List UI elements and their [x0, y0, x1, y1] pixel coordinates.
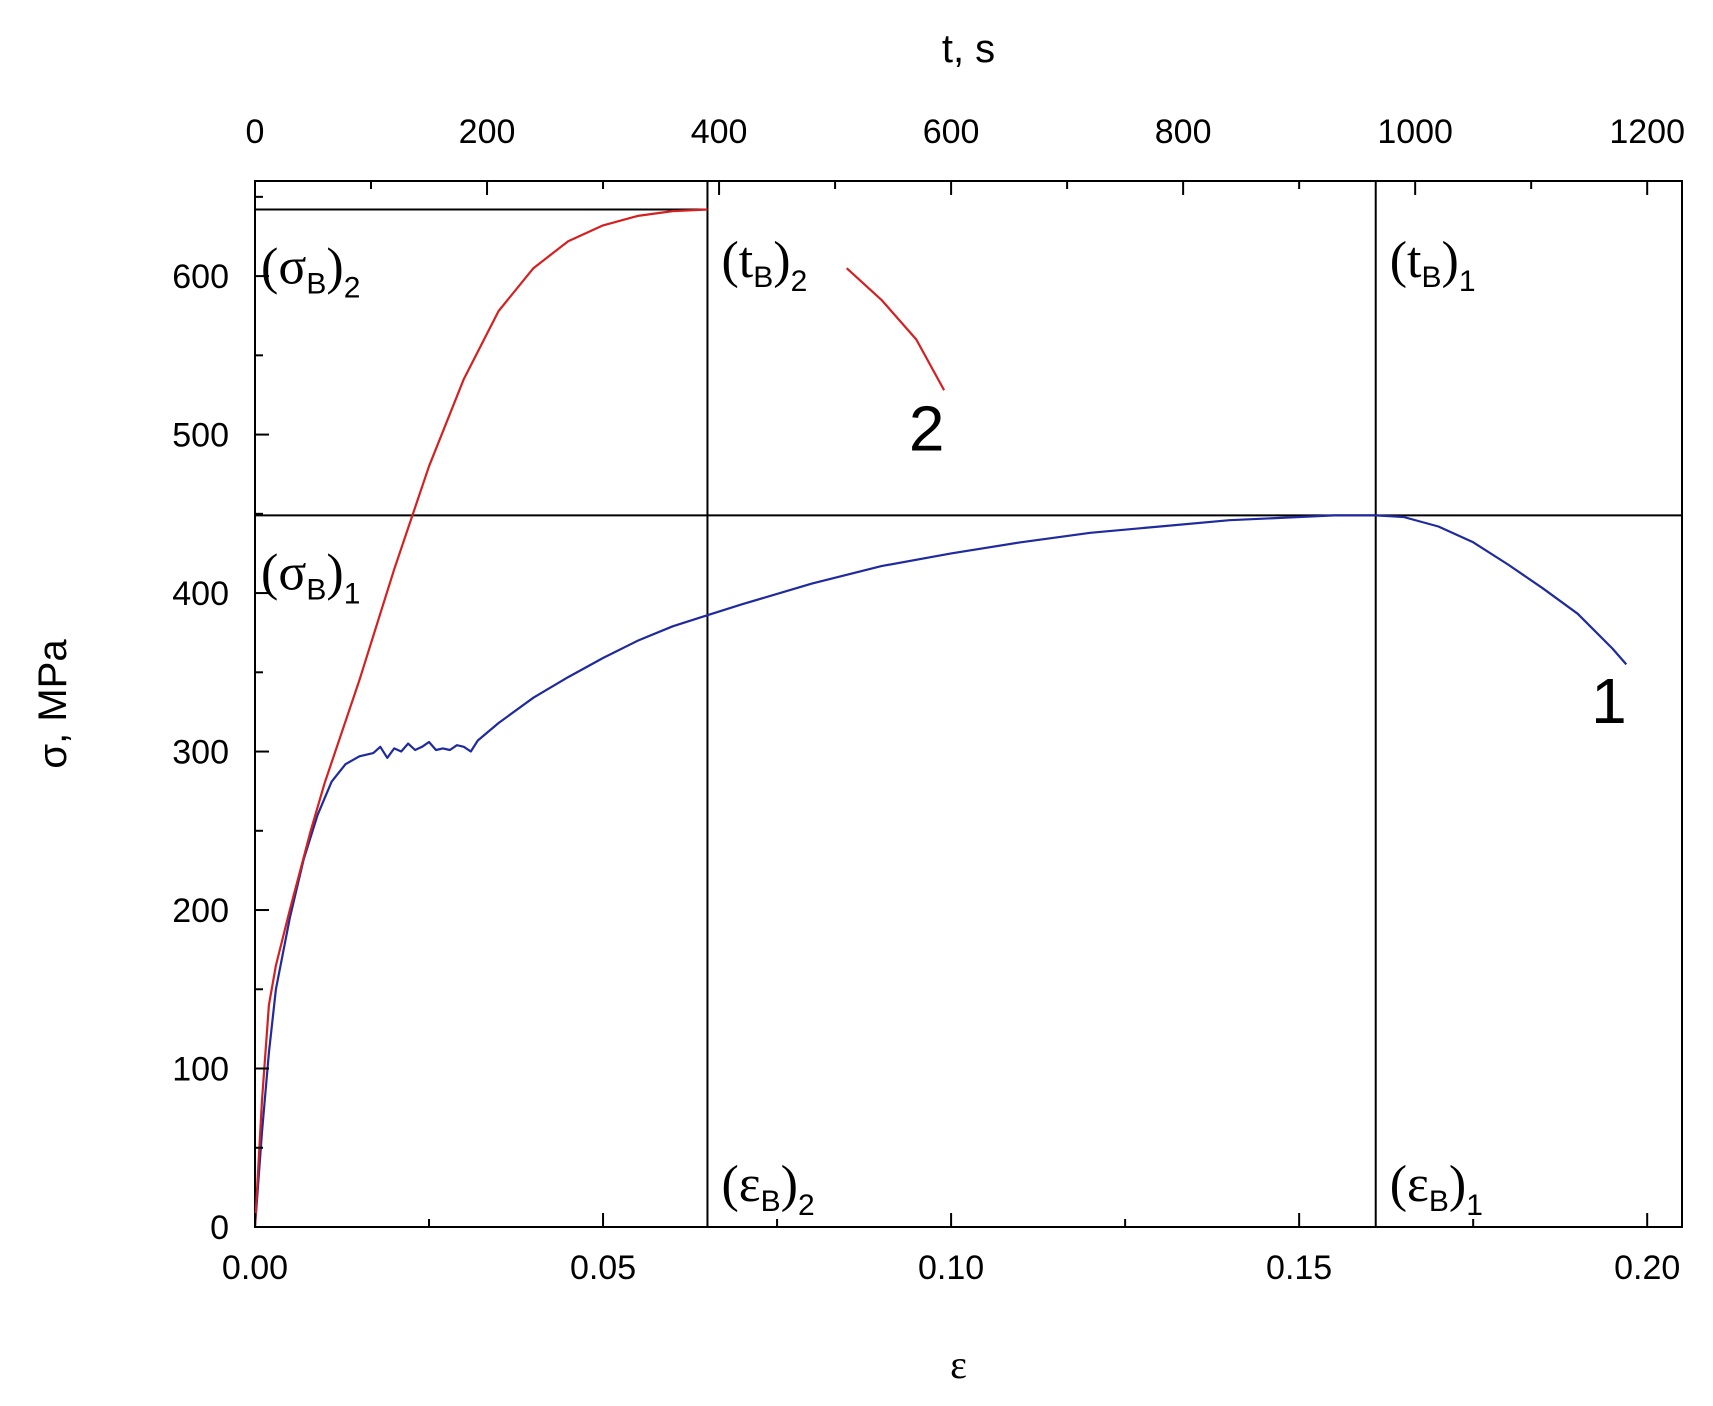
y-tick-label: 600 [172, 258, 229, 296]
x-tick-label: 0.10 [918, 1249, 984, 1287]
sigma-b-1-label: (σB)1 [261, 544, 360, 610]
curve-1-label: 1 [1591, 665, 1627, 737]
x2-tick-label: 800 [1155, 113, 1212, 151]
x-tick-label: 0.00 [222, 1249, 288, 1287]
epsilon-b-1-label: (εB)1 [1390, 1156, 1483, 1222]
x2-tick-label: 1200 [1609, 113, 1685, 151]
curve-2-label: 2 [909, 392, 945, 464]
axis-labels: 0.00 0.05 0.10 0.15 0.20 0 100 200 300 400 500 600 0… [172, 113, 1685, 1287]
axis-ticks [254, 181, 1649, 1228]
y-tick-label: 0 [210, 1209, 229, 1247]
t-b-1-label: (tB)1 [1390, 232, 1476, 298]
y-axis-title: σ, MPa [31, 639, 75, 769]
x2-tick-label: 0 [246, 113, 265, 151]
y-tick-label: 200 [172, 892, 229, 930]
series-1-line [253, 514, 1628, 1228]
x-tick-label: 0.15 [1266, 1249, 1332, 1287]
plot-frame [254, 180, 1683, 1228]
x2-tick-label: 1000 [1377, 113, 1453, 151]
sigma-b-2-label: (σB)2 [261, 239, 360, 305]
x-axis-title: ε [950, 1342, 967, 1387]
x2-tick-label: 400 [691, 113, 748, 151]
x-tick-label: 0.05 [570, 1249, 636, 1287]
data-curves [253, 208, 1628, 1228]
epsilon-b-2-label: (εB)2 [721, 1156, 814, 1222]
y-tick-label: 300 [172, 734, 229, 772]
y-tick-label: 100 [172, 1051, 229, 1089]
series-2-line [253, 208, 946, 1228]
y-tick-label: 500 [172, 417, 229, 455]
x-tick-label: 0.20 [1614, 1249, 1680, 1287]
x2-tick-label: 200 [459, 113, 516, 151]
x2-tick-label: 600 [923, 113, 980, 151]
reference-lines: (σB)2 (σB)1 (tB)2 (εB)2 (tB)1 (εB)1 [255, 181, 1682, 1227]
y-tick-label: 400 [172, 575, 229, 613]
x2-axis-title: t, s [942, 27, 995, 71]
t-b-2-label: (tB)2 [721, 232, 807, 298]
